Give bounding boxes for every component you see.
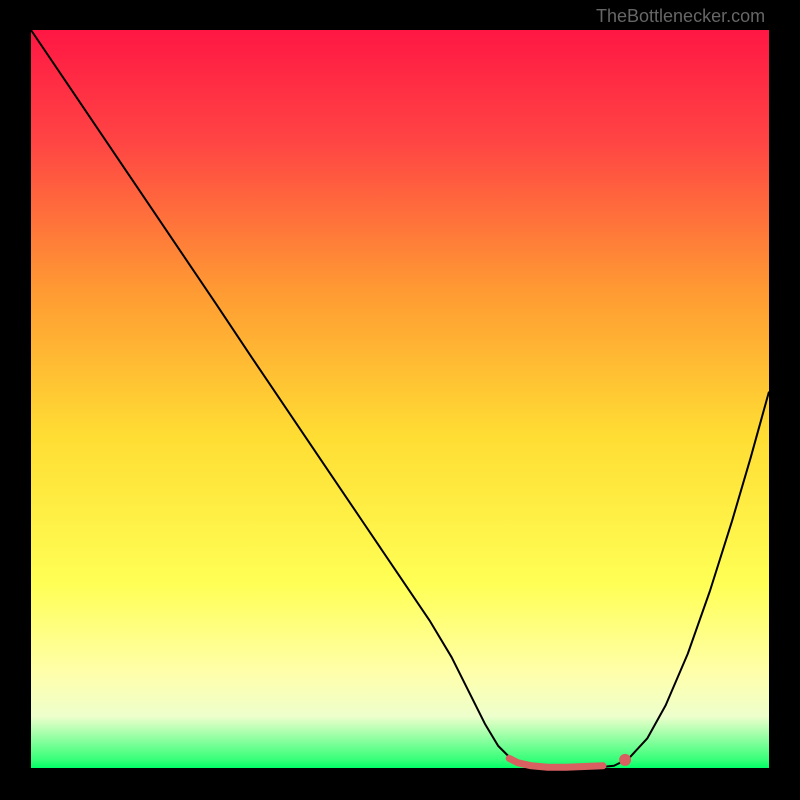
bottleneck-curve-chart [0, 0, 800, 800]
chart-container: TheBottlenecker.com [0, 0, 800, 800]
